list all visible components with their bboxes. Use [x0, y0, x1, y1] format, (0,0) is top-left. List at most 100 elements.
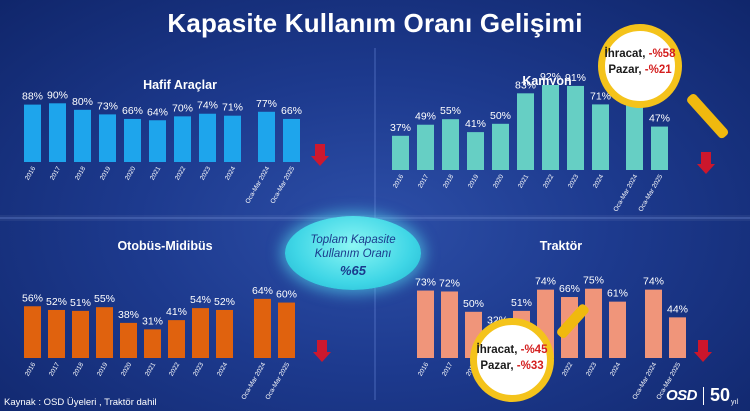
kamyon-bar	[442, 119, 459, 170]
traktor-data-label: 44%	[667, 303, 688, 315]
hafif-tick-label: 2017	[49, 165, 62, 181]
traktor-tick-label: Oca-Mar 2024	[631, 361, 658, 401]
total-capacity-value: %65	[339, 263, 367, 278]
total-capacity-line1: Toplam Kapasite	[310, 234, 396, 246]
traktor-chart-title: Traktör	[540, 239, 583, 253]
traktor-tick-label: 2016	[417, 361, 430, 377]
otobus-tick-label: 2022	[168, 361, 181, 377]
traktor-data-label: 51%	[511, 297, 532, 309]
otobus-down-arrow-icon	[313, 340, 331, 362]
otobus-bar	[168, 320, 185, 358]
otobus-data-label: 64%	[252, 285, 273, 297]
traktor-data-label: 74%	[643, 276, 664, 288]
kamyon-data-label: 47%	[649, 113, 670, 125]
otobus-chart-title: Otobüs-Midibüs	[117, 239, 212, 253]
hafif-bar	[174, 116, 191, 162]
hafif-bar	[258, 111, 275, 162]
hafif-data-label: 80%	[72, 96, 93, 108]
hafif-bar	[283, 118, 300, 162]
otobus-bar	[24, 306, 41, 358]
traktor-bar	[417, 290, 434, 358]
otobus-bar	[48, 309, 65, 358]
hafif-tick-label: Oca-Mar 2025	[269, 165, 296, 205]
hafif-down-arrow-icon	[311, 144, 329, 166]
hafif-data-label: 90%	[47, 89, 68, 101]
otobus-bar	[120, 322, 137, 358]
hafif-tick-label: Oca-Mar 2024	[244, 165, 271, 205]
kamyon-data-label: 50%	[490, 110, 511, 122]
kamyon-tick-label: 2016	[392, 173, 405, 189]
traktor-data-label: 66%	[559, 283, 580, 295]
logo-divider	[702, 386, 704, 405]
otobus-data-label: 60%	[276, 289, 297, 301]
hafif-bar	[99, 114, 116, 162]
kamyon-export-label: İhracat,	[604, 48, 649, 60]
otobus-data-label: 52%	[46, 296, 67, 308]
traktor-bar	[669, 317, 686, 358]
traktor-tick-label: 2023	[585, 361, 598, 377]
otobus-data-label: 56%	[22, 292, 43, 304]
otobus-data-label: 51%	[70, 297, 91, 309]
hafif-data-label: 64%	[147, 106, 168, 118]
magnifier-icon	[470, 318, 554, 402]
kamyon-bar	[467, 132, 484, 170]
otobus-data-label: 41%	[166, 306, 187, 318]
traktor-tick-label: 2022	[561, 361, 574, 377]
traktor-data-label: 61%	[607, 288, 628, 300]
kamyon-data-label: 49%	[415, 111, 436, 123]
otobus-tick-label: Oca-Mar 2024	[240, 361, 267, 401]
traktor-data-label: 50%	[463, 298, 484, 310]
hafif-data-label: 71%	[222, 102, 243, 114]
kamyon-data-label: 83%	[515, 79, 536, 91]
magnifier-icon	[598, 24, 682, 108]
kamyon-bar	[542, 85, 559, 170]
kamyon-data-label: 92%	[540, 71, 561, 83]
kamyon-bar	[592, 104, 609, 170]
kamyon-tick-label: 2017	[417, 173, 430, 189]
hafif-bar	[49, 103, 66, 162]
kamyon-tick-label: 2022	[542, 173, 555, 189]
otobus-data-label: 54%	[190, 294, 211, 306]
kamyon-bar	[492, 123, 509, 170]
otobus-tick-label: 2019	[96, 361, 109, 377]
otobus-data-label: 31%	[142, 315, 163, 327]
kamyon-bar	[567, 85, 584, 170]
kamyon-bar	[651, 126, 668, 170]
otobus-data-label: 52%	[214, 296, 235, 308]
kamyon-down-arrow-icon	[697, 152, 715, 174]
hafif-tick-label: 2016	[24, 165, 37, 181]
kamyon-tick-label: 2019	[467, 173, 480, 189]
otobus-bar	[216, 309, 233, 358]
kamyon-data-label: 91%	[565, 72, 586, 84]
otobus-tick-label: 2021	[144, 361, 157, 377]
otobus-tick-label: 2023	[192, 361, 205, 377]
otobus-tick-label: 2018	[72, 361, 85, 377]
hafif-tick-label: 2022	[174, 165, 187, 181]
kamyon-data-label: 41%	[465, 118, 486, 130]
hafif-bar	[224, 115, 241, 162]
kamyon-tick-label: Oca-Mar 2025	[637, 173, 664, 213]
kamyon-data-label: 55%	[440, 105, 461, 117]
traktor-bar	[645, 289, 662, 358]
hafif-tick-label: 2023	[199, 165, 212, 181]
hafif-tick-label: 2018	[74, 165, 87, 181]
kamyon-tick-label: 2023	[567, 173, 580, 189]
kamyon-tick-label: 2021	[517, 173, 530, 189]
traktor-tick-label: 2017	[441, 361, 454, 377]
kamyon-bar	[417, 124, 434, 170]
hafif-bar	[124, 118, 141, 162]
traktor-export-value: -%45	[520, 344, 548, 356]
otobus-data-label: 38%	[118, 309, 139, 321]
kamyon-data-label: 71%	[590, 90, 611, 102]
kamyon-market-label: Pazar,	[608, 64, 645, 76]
traktor-bar	[441, 291, 458, 358]
kamyon-data-label: 37%	[390, 122, 411, 134]
osd-logo: OSD 50 yıl	[666, 385, 738, 406]
hafif-data-label: 77%	[256, 98, 277, 110]
kamyon-bar	[517, 93, 534, 170]
kamyon-export-value: -%58	[648, 48, 676, 60]
total-capacity-line2: Kullanım Oranı	[314, 248, 392, 260]
traktor-market-value: -%33	[516, 360, 544, 372]
logo-suffix: yıl	[731, 399, 738, 406]
